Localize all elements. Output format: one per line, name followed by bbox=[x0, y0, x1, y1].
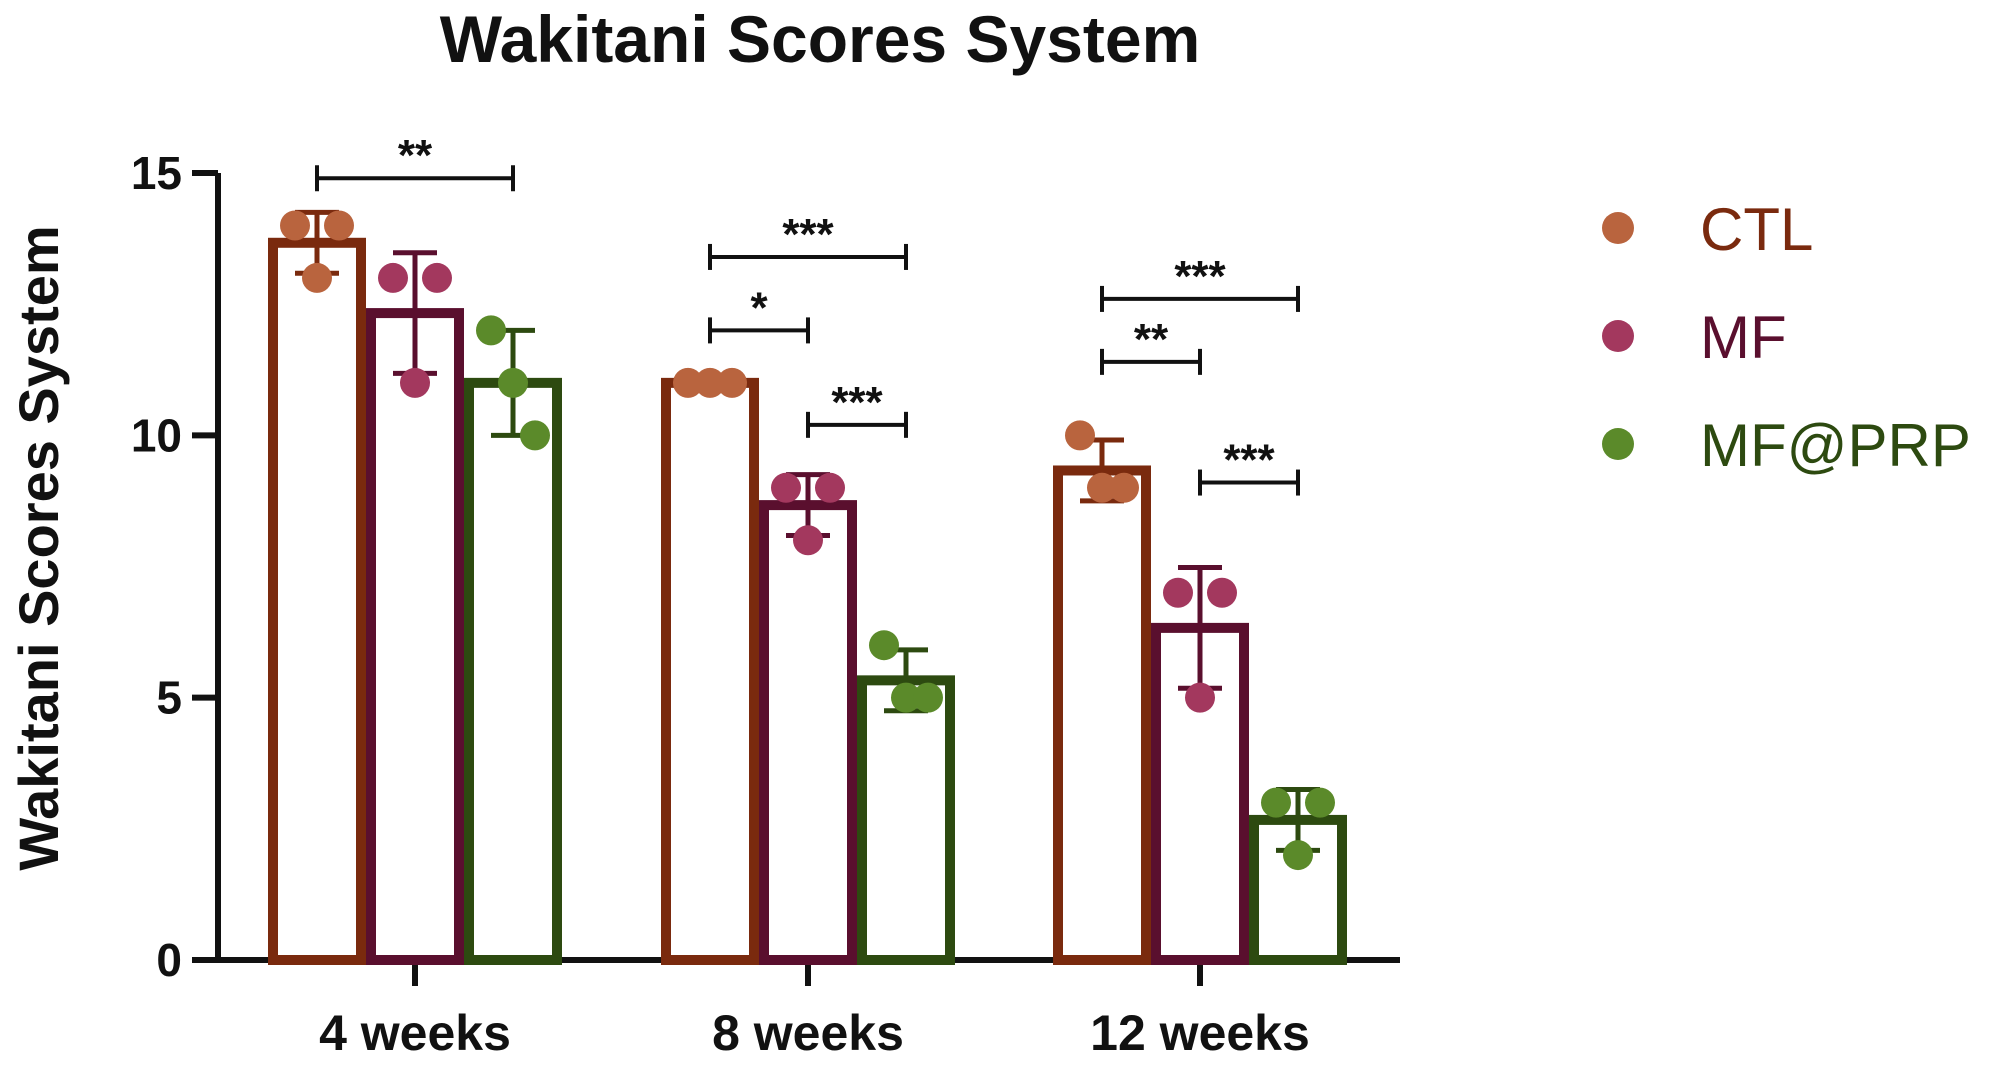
data-point bbox=[1207, 577, 1237, 608]
significance-label: *** bbox=[782, 210, 834, 259]
data-point bbox=[717, 367, 747, 398]
y-tick-label: 10 bbox=[131, 409, 182, 461]
data-point bbox=[891, 682, 921, 713]
bar-mf-prp bbox=[857, 675, 955, 965]
significance-label: * bbox=[750, 283, 768, 332]
data-point bbox=[520, 420, 550, 451]
data-point bbox=[324, 210, 354, 241]
data-point bbox=[1065, 420, 1095, 451]
data-point bbox=[771, 472, 801, 503]
legend-label: MF@PRP bbox=[1700, 412, 1971, 479]
data-point bbox=[400, 367, 430, 398]
significance-label: *** bbox=[1223, 436, 1275, 485]
y-tick-label: 15 bbox=[131, 147, 182, 199]
data-point bbox=[1109, 472, 1139, 503]
x-tick-label: 12 weeks bbox=[1090, 1005, 1310, 1061]
legend-marker bbox=[1602, 428, 1634, 460]
bar-ctl bbox=[661, 377, 759, 966]
data-point bbox=[280, 210, 310, 241]
significance-label: *** bbox=[1174, 252, 1226, 301]
bar-mf bbox=[366, 308, 464, 965]
y-tick-label: 0 bbox=[156, 934, 182, 986]
data-point bbox=[815, 472, 845, 503]
x-tick-label: 8 weeks bbox=[712, 1005, 904, 1061]
x-tick-label: 4 weeks bbox=[319, 1005, 511, 1061]
significance-label: *** bbox=[831, 378, 883, 427]
data-point bbox=[869, 630, 899, 661]
significance-label: ** bbox=[1134, 315, 1169, 364]
data-point bbox=[913, 682, 943, 713]
data-point bbox=[422, 262, 452, 293]
data-point bbox=[1185, 682, 1215, 713]
bar-mf bbox=[759, 500, 857, 965]
data-point bbox=[673, 367, 703, 398]
data-point bbox=[302, 262, 332, 293]
data-point bbox=[695, 367, 725, 398]
legend: CTL MF MF@PRP bbox=[1602, 196, 1971, 479]
legend-label: CTL bbox=[1700, 196, 1813, 263]
significance-label: ** bbox=[398, 131, 433, 180]
bar-ctl bbox=[268, 237, 366, 966]
legend-marker bbox=[1602, 212, 1634, 244]
data-point bbox=[1283, 840, 1313, 871]
data-point bbox=[1087, 472, 1117, 503]
data-point bbox=[1305, 787, 1335, 818]
data-point bbox=[476, 315, 506, 346]
data-point bbox=[378, 262, 408, 293]
data-point bbox=[1163, 577, 1193, 608]
y-tick-label: 5 bbox=[156, 672, 182, 724]
legend-marker bbox=[1602, 320, 1634, 352]
bar-ctl bbox=[1053, 465, 1151, 965]
data-point bbox=[1261, 787, 1291, 818]
bar-mf-prp bbox=[464, 377, 562, 966]
data-point bbox=[793, 525, 823, 556]
chart-title: Wakitani Scores System bbox=[440, 2, 1201, 76]
legend-label: MF bbox=[1700, 304, 1787, 371]
data-point bbox=[498, 367, 528, 398]
y-axis-label: Wakitani Scores System bbox=[7, 225, 70, 870]
